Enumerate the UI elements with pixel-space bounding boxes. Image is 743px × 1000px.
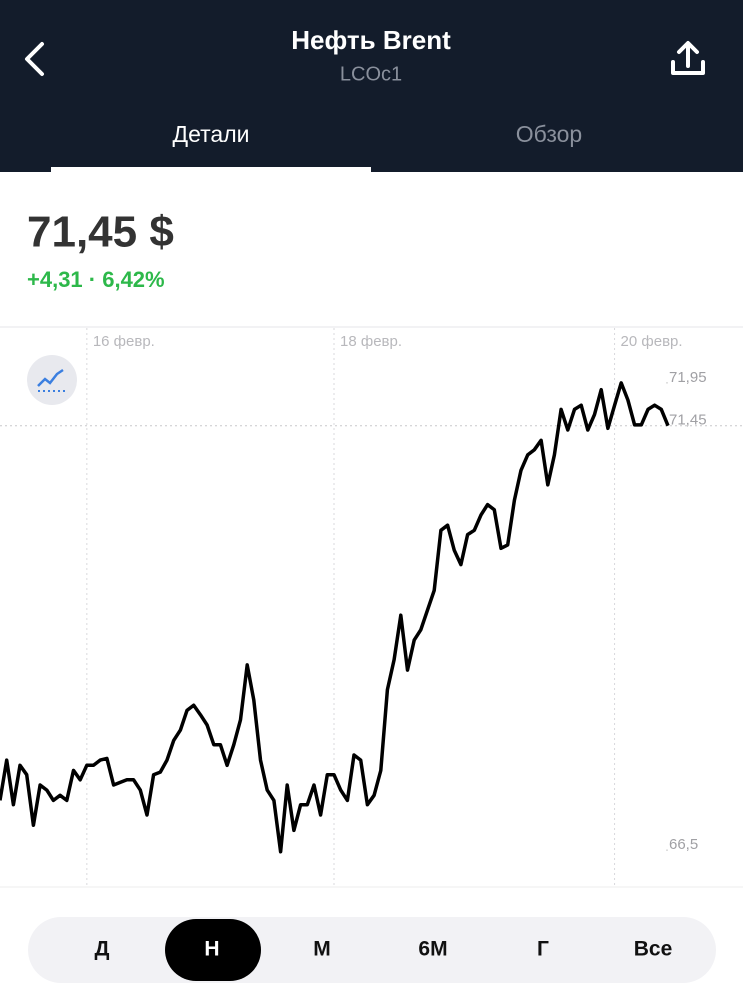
range-selected	[165, 919, 261, 981]
tab[interactable]: Детали	[173, 121, 250, 147]
header-bg	[0, 0, 743, 172]
price: 71,45 $	[27, 208, 174, 257]
chart: 16 февр. 18 февр. 20 февр. 71,95 71,45 66,5	[0, 328, 743, 887]
subtitle: LCOc1	[340, 63, 402, 85]
title: Нефть Brent	[291, 25, 451, 55]
range-button[interactable]: М	[313, 938, 331, 961]
price-change: +4,31 · 6,42%	[27, 267, 165, 292]
y-tick-label: 71,45	[669, 412, 707, 429]
tab-indicator	[51, 167, 371, 172]
x-tick-label: 20 февр.	[621, 333, 683, 350]
range-buttons: Д Н М 6М Г Все	[95, 938, 673, 961]
range-bar	[28, 917, 716, 983]
share-arrow	[677, 41, 699, 68]
range-button[interactable]: Д	[95, 938, 110, 961]
tab[interactable]: Обзор	[516, 121, 582, 147]
indicator-icon	[37, 368, 64, 387]
y-tick-label: 71,95	[669, 369, 707, 386]
share-button[interactable]	[671, 41, 705, 75]
range-button[interactable]: Г	[537, 938, 549, 961]
x-tick-label: 18 февр.	[340, 333, 402, 350]
share-tray	[671, 60, 705, 75]
price-line	[0, 381, 670, 854]
range-button[interactable]: Н	[204, 938, 219, 961]
x-tick-label: 16 февр.	[93, 333, 155, 350]
back-button[interactable]	[25, 42, 44, 76]
range-button[interactable]: Все	[634, 938, 673, 961]
range-button[interactable]: 6М	[418, 938, 447, 961]
y-tick-label: 66,5	[669, 836, 698, 853]
